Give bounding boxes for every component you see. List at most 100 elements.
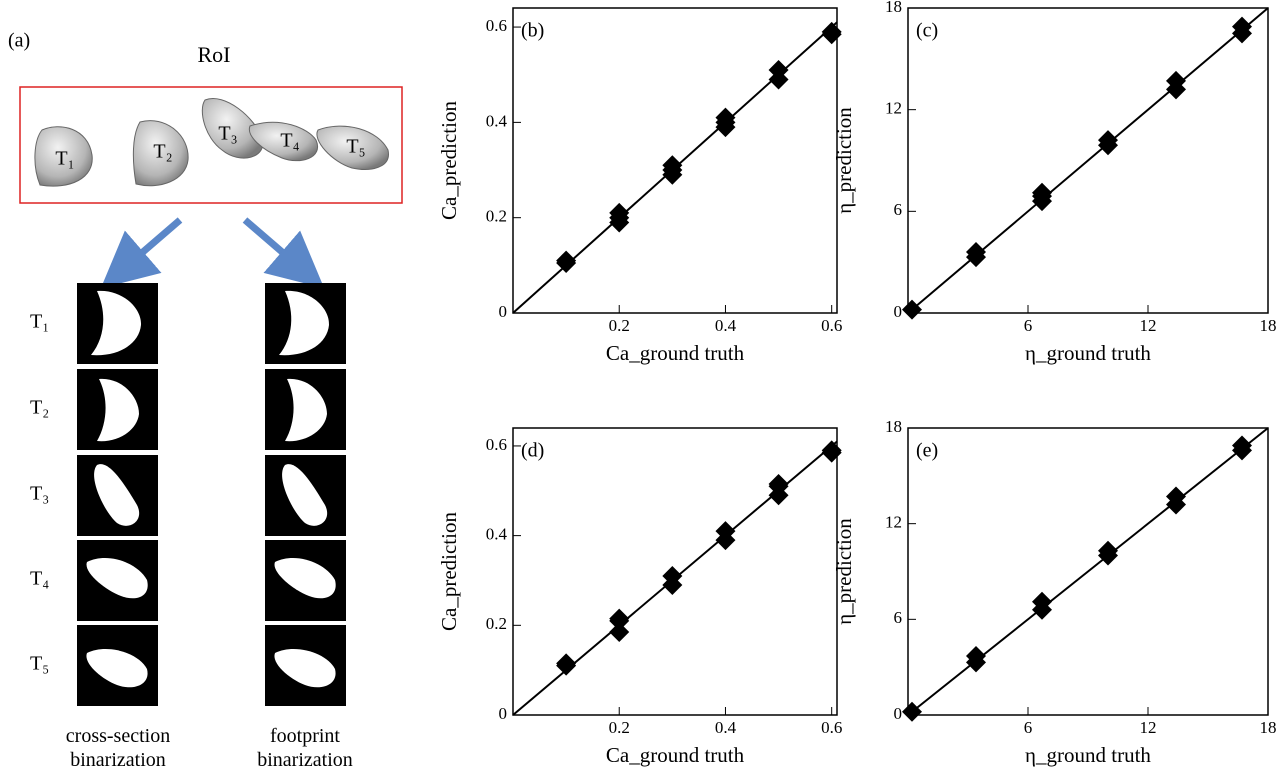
- point: [821, 21, 842, 42]
- panel-label: (c): [916, 20, 938, 42]
- x-tick-label: 0.2: [609, 316, 630, 335]
- x-tick-label: 18: [1260, 316, 1277, 335]
- y-tick-label: 0: [894, 302, 903, 321]
- point: [821, 440, 842, 461]
- reference-line: [907, 427, 1269, 716]
- y-tick-label: 12: [885, 99, 902, 118]
- x-axis-label: Ca_ground truth: [606, 341, 745, 365]
- x-tick-label: 18: [1260, 718, 1277, 737]
- point: [902, 299, 922, 320]
- x-tick-label: 0.6: [821, 718, 842, 737]
- point: [966, 646, 986, 667]
- y-tick-label: 0.6: [486, 435, 507, 454]
- point: [662, 155, 683, 176]
- y-tick-label: 6: [894, 608, 903, 627]
- point: [556, 250, 577, 271]
- binary-shape: [285, 378, 327, 442]
- panel-label: (a): [8, 30, 30, 52]
- binary-shape: [274, 648, 336, 688]
- roi-cells: [34, 98, 389, 187]
- roi-title: RoI: [198, 42, 231, 67]
- x-axis-label: η_ground truth: [1025, 743, 1151, 767]
- point: [1032, 182, 1052, 203]
- row-label: T₂: [30, 397, 49, 419]
- point: [556, 653, 577, 674]
- y-tick-label: 18: [885, 417, 902, 436]
- point: [1166, 70, 1186, 91]
- binary-shape: [274, 558, 336, 599]
- y-tick-label: 0: [894, 704, 903, 723]
- arrow: [242, 217, 325, 289]
- point: [715, 107, 736, 128]
- plot-frame: [907, 7, 1269, 314]
- point: [609, 608, 630, 629]
- point: [609, 202, 630, 223]
- point: [1232, 16, 1252, 37]
- y-axis-label: Ca_prediction: [437, 512, 461, 631]
- x-tick-label: 0.4: [715, 718, 737, 737]
- y-tick-label: 0.2: [486, 207, 507, 226]
- row-label: T₃: [30, 483, 49, 505]
- y-tick-label: 0.6: [486, 16, 507, 35]
- binary-shape: [97, 378, 139, 442]
- y-tick-label: 0.4: [486, 111, 508, 130]
- x-tick-label: 12: [1140, 718, 1157, 737]
- point: [1232, 435, 1252, 456]
- panel-label: (d): [521, 440, 544, 462]
- x-tick-label: 0.2: [609, 718, 630, 737]
- row-label: T₅: [30, 653, 49, 675]
- point: [715, 521, 736, 542]
- binary-shape: [282, 464, 328, 526]
- y-tick-label: 6: [894, 200, 903, 219]
- point: [768, 59, 789, 80]
- y-tick-label: 12: [885, 513, 902, 532]
- caption: cross-section binarization: [65, 725, 171, 771]
- plot-frame: [512, 427, 838, 716]
- panel-label: (e): [916, 440, 938, 462]
- roi-labels: T₁ T₂ T₃ T₄ T₅: [55, 123, 365, 170]
- point: [768, 474, 789, 495]
- chart: 6 12 18 0 6 12 18 (c) η_ground truth η_prediction: [832, 0, 1277, 365]
- x-axis-label: η_ground truth: [1025, 341, 1151, 365]
- point: [662, 565, 683, 586]
- chart: 0.2 0.4 0.6 0 0.2 0.4 0.6 (d) Ca_ground truth Ca_…: [437, 427, 842, 767]
- plot-frame: [512, 7, 838, 314]
- y-tick-label: 18: [885, 0, 902, 16]
- x-tick-label: 0.4: [715, 316, 737, 335]
- binary-shape: [94, 464, 140, 526]
- y-tick-label: 0.2: [486, 614, 507, 633]
- cell-label: T₃: [218, 123, 237, 145]
- chart: 6 12 18 0 6 12 18 (e) η_ground truth η_prediction: [832, 417, 1277, 767]
- x-tick-label: 6: [1024, 718, 1033, 737]
- cell-label: T₄: [280, 130, 299, 152]
- row-labels: T₁ T₂ T₃ T₄ T₅: [30, 311, 49, 675]
- y-tick-label: 0: [499, 704, 508, 723]
- binary-shape: [279, 290, 330, 356]
- point: [1098, 540, 1118, 561]
- binarization-images: [77, 283, 346, 706]
- caption: footprint binarization: [257, 725, 353, 771]
- point: [609, 622, 630, 643]
- row-label: T₁: [30, 311, 49, 333]
- point: [1166, 486, 1186, 507]
- x-tick-label: 0.6: [821, 316, 842, 335]
- cell-label: T₂: [153, 141, 172, 163]
- binary-shape: [86, 648, 148, 688]
- point: [1098, 130, 1118, 151]
- point: [902, 701, 922, 722]
- chart: 0.2 0.4 0.6 0 0.2 0.4 0.6 (b) Ca_ground truth Ca_…: [437, 7, 842, 365]
- x-tick-label: 12: [1140, 316, 1157, 335]
- roi-box: [19, 86, 403, 204]
- point: [966, 242, 986, 262]
- row-label: T₄: [30, 568, 49, 590]
- y-axis-label: η_prediction: [832, 518, 856, 625]
- x-axis-label: Ca_ground truth: [606, 743, 745, 767]
- binary-shape: [86, 558, 148, 599]
- cell-label: T₁: [55, 148, 74, 170]
- x-tick-label: 6: [1024, 316, 1033, 335]
- y-tick-label: 0: [499, 302, 508, 321]
- y-axis-label: Ca_prediction: [437, 101, 461, 220]
- y-axis-label: η_prediction: [832, 107, 856, 214]
